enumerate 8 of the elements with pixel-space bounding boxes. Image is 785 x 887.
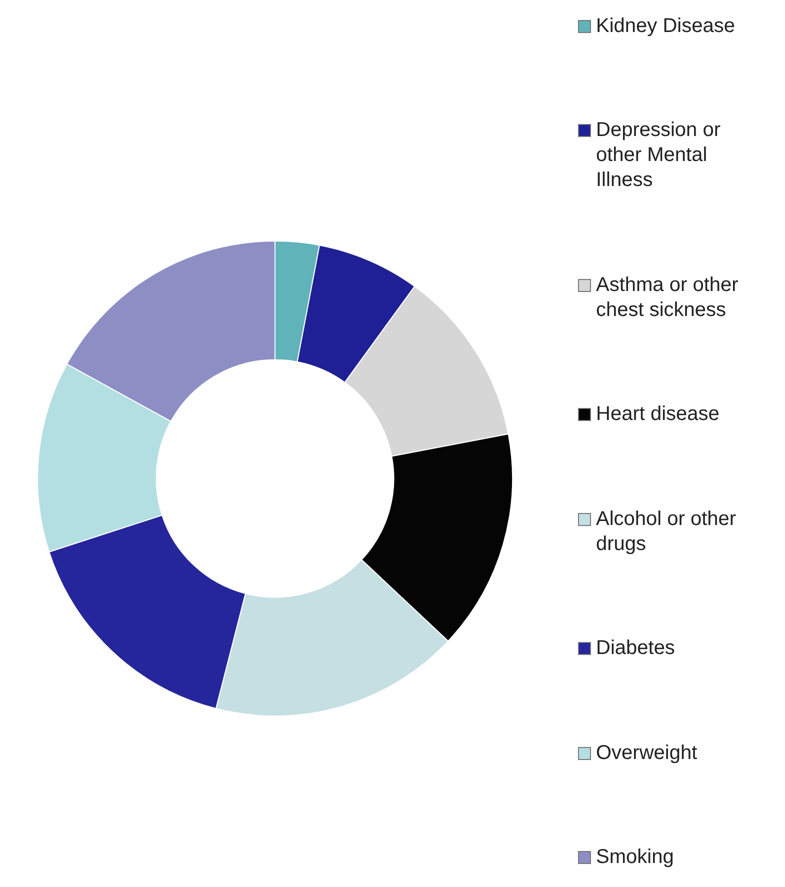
legend-label: Heart disease [596, 402, 720, 428]
legend-label: Depression or other Mental Illness [596, 118, 722, 194]
legend-label: Diabetes [596, 636, 676, 662]
legend-label: Overweight [596, 740, 698, 766]
legend-label: Kidney Disease [596, 14, 736, 39]
legend-label: Smoking [596, 844, 675, 870]
legend-label: Alcohol or other drugs [596, 506, 738, 557]
legend-label: Asthma or other chest sickness [596, 272, 740, 323]
